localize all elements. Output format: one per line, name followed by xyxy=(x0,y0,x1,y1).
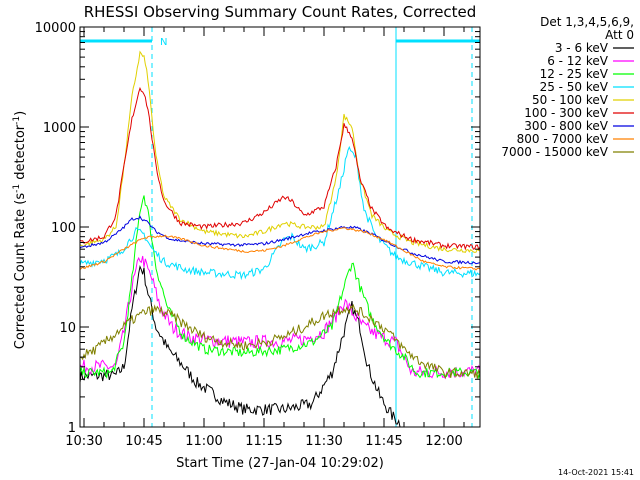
x-tick-label-5: 11:45 xyxy=(365,434,402,449)
legend-label-4: 50 - 100 keV xyxy=(532,93,609,107)
legend-label-3: 25 - 50 keV xyxy=(540,80,609,94)
x-tick-label-2: 11:00 xyxy=(185,434,222,449)
timestamp: 14-Oct-2021 15:41 xyxy=(558,468,634,477)
legend-label-5: 100 - 300 keV xyxy=(524,106,608,120)
x-tick-label-1: 10:45 xyxy=(125,434,162,449)
x-tick-label-3: 11:15 xyxy=(245,434,282,449)
plot-area: N xyxy=(79,27,481,428)
legend-label-7: 800 - 7000 keV xyxy=(517,132,609,146)
y-tick-label-2: 100 xyxy=(51,221,76,236)
x-axis-label: Start Time (27-Jan-04 10:29:02) xyxy=(176,456,384,471)
x-tick-label-6: 12:00 xyxy=(425,434,462,449)
y-tick-label-1: 10 xyxy=(59,321,76,336)
legend-label-6: 300 - 800 keV xyxy=(524,119,608,133)
series-line-5 xyxy=(79,86,481,251)
y-tick-label-4: 10000 xyxy=(35,21,76,36)
legend-label-8: 7000 - 15000 keV xyxy=(501,145,608,159)
series-line-6 xyxy=(79,215,481,265)
y-tick-label-0: 1 xyxy=(68,421,76,436)
legend-label-2: 12 - 25 keV xyxy=(540,67,609,81)
legend-label-1: 6 - 12 keV xyxy=(547,54,609,68)
y-tick-label-3: 1000 xyxy=(43,121,76,136)
series-line-2 xyxy=(79,195,481,380)
y-axis-label: Corrected Count Rate (s-1 detector-1) xyxy=(12,111,28,349)
axes: 1 10 100 1000 10000 10:30 10:45 11:00 11:15 11:30… xyxy=(35,21,481,449)
series-line-1 xyxy=(79,255,481,380)
legend-label-0: 3 - 6 keV xyxy=(555,41,609,55)
legend-header-line-2: Att 0 xyxy=(605,28,634,42)
series-line-8 xyxy=(79,303,481,380)
series-line-4 xyxy=(79,50,481,254)
series-line-7 xyxy=(79,227,481,271)
chart-title: RHESSI Observing Summary Count Rates, Co… xyxy=(84,3,477,21)
legend-header-line-1: Det 1,3,4,5,6,9, xyxy=(540,15,634,29)
x-tick-label-0: 10:30 xyxy=(65,434,102,449)
x-tick-label-4: 11:30 xyxy=(305,434,342,449)
annotation-label-1: N xyxy=(160,37,167,48)
